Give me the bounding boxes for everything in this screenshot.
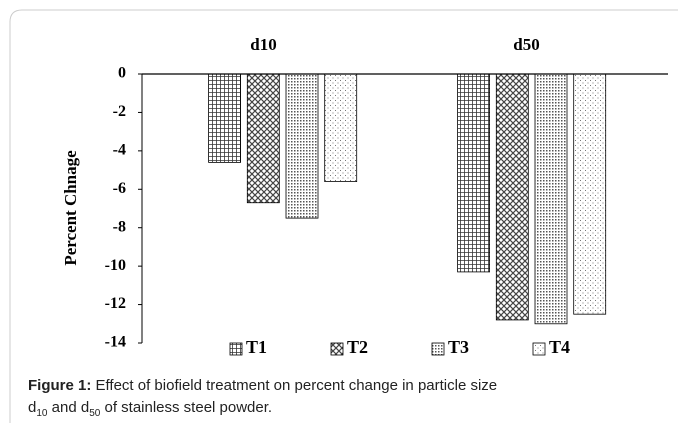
caption-label: Figure 1: xyxy=(28,377,91,394)
bar xyxy=(208,73,242,163)
bar xyxy=(573,73,607,315)
bar xyxy=(457,73,491,273)
legend-swatch xyxy=(431,342,445,356)
legend-label: T4 xyxy=(549,337,570,357)
caption-line2: d10 and d50 of stainless steel powder. xyxy=(28,399,272,419)
y-tick-label: -10 xyxy=(105,257,126,274)
bar xyxy=(324,73,358,182)
caption-text: d xyxy=(28,399,36,416)
caption-subscript: 10 xyxy=(36,408,48,419)
frame xyxy=(9,9,678,423)
y-axis-title: Percent Chnage xyxy=(61,150,80,266)
y-tick-label: -12 xyxy=(105,295,126,312)
caption-text: Effect of biofield treatment on percent … xyxy=(91,377,497,394)
category-label: d10 xyxy=(250,35,276,54)
y-tick-label: -2 xyxy=(113,103,126,120)
legend-swatch xyxy=(532,342,546,356)
category-label: d50 xyxy=(513,35,539,54)
caption-text: and d xyxy=(47,399,89,416)
bar xyxy=(285,73,319,219)
y-tick-label: 0 xyxy=(118,65,126,82)
legend-swatch xyxy=(229,342,243,356)
legend-swatch xyxy=(330,342,344,356)
bar xyxy=(246,73,280,204)
y-tick-label: -8 xyxy=(113,218,126,235)
legend-label: T1 xyxy=(246,337,267,357)
y-tick-label: -4 xyxy=(113,142,126,159)
caption: Figure 1: Effect of biofield treatment o… xyxy=(28,377,497,394)
caption-text: of stainless steel powder. xyxy=(100,399,272,416)
y-tick-label: -14 xyxy=(105,334,126,351)
bar xyxy=(495,73,529,321)
caption-subscript: 50 xyxy=(89,408,101,419)
legend-label: T2 xyxy=(347,337,368,357)
y-tick-label: -6 xyxy=(113,180,126,197)
bar xyxy=(534,73,568,325)
legend-label: T3 xyxy=(448,337,469,357)
